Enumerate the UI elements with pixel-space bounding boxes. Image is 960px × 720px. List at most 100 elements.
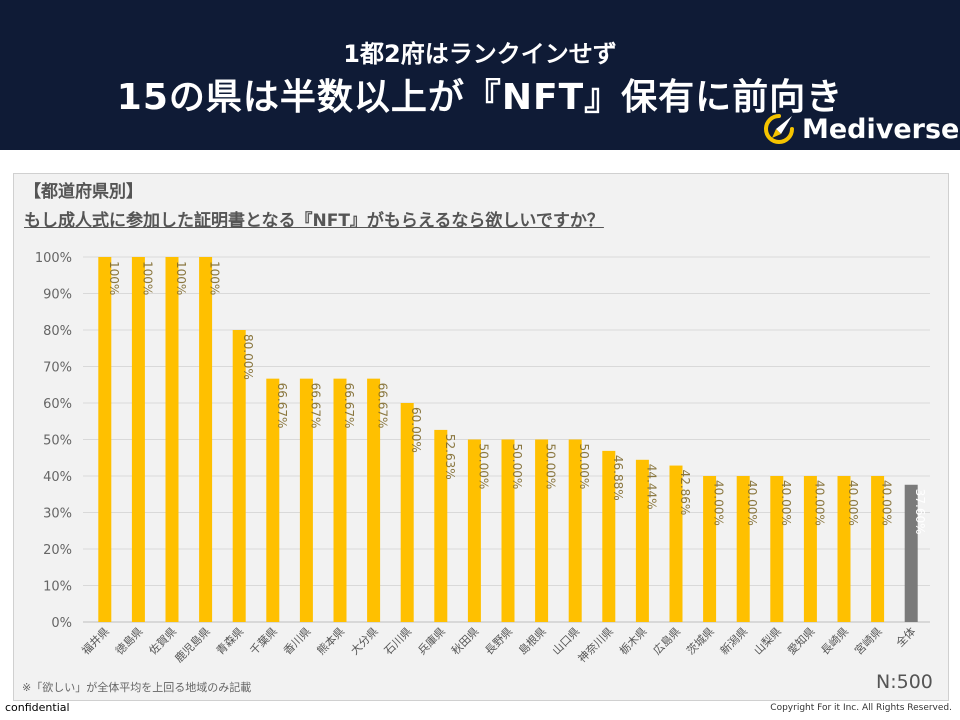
- brand-logo: Mediverse: [762, 110, 959, 148]
- bar-value-label: 40.00%: [712, 480, 726, 526]
- bar-value-label: 40.00%: [846, 480, 860, 526]
- x-tick-label: 茨城県: [683, 624, 716, 657]
- x-tick-label: 鹿児島県: [172, 624, 213, 665]
- bar-value-label: 66.67%: [342, 383, 356, 429]
- x-tick-label: 山梨県: [751, 624, 784, 657]
- bar-value-label: 50.00%: [476, 444, 490, 490]
- x-tick-label: 兵庫県: [415, 624, 448, 657]
- sample-size: N:500: [876, 671, 933, 693]
- confidential-label: confidential: [5, 701, 70, 714]
- x-tick-label: 福井県: [79, 624, 112, 657]
- x-tick-label: 香川県: [281, 625, 314, 658]
- y-tick-label: 90%: [43, 288, 72, 303]
- bar-value-label: 46.88%: [611, 455, 625, 501]
- question-category: 【都道府県別】: [24, 182, 143, 202]
- y-tick-label: 100%: [35, 251, 72, 266]
- bar-value-label: 100%: [140, 261, 154, 295]
- bar: [434, 429, 448, 622]
- bar: [837, 476, 851, 622]
- bar-value-label: 37.60%: [913, 489, 927, 535]
- x-tick-label: 石川県: [382, 625, 415, 658]
- x-tick-label: 長崎県: [818, 624, 851, 657]
- copyright: Copyright For it Inc. All Rights Reserve…: [770, 703, 952, 713]
- header-subtitle: 1都2府はランクインせず: [343, 40, 617, 68]
- x-tick-label: 熊本県: [314, 624, 347, 657]
- bar-value-label: 42.86%: [678, 470, 692, 516]
- x-tick-label: 徳島県: [112, 624, 145, 657]
- bar: [333, 378, 347, 622]
- bar: [232, 330, 246, 622]
- x-tick-label: 宮崎県: [851, 624, 884, 657]
- x-tick-label: 秋田県: [448, 624, 481, 657]
- bar: [669, 465, 683, 622]
- y-tick-label: 60%: [43, 397, 72, 412]
- bar-total: [904, 484, 918, 622]
- bar: [266, 378, 280, 622]
- bar-value-label: 40.00%: [745, 480, 759, 526]
- header-banner: 1都2府はランクインせず 15の県は半数以上が『NFT』保有に前向き Mediv…: [0, 0, 960, 150]
- y-tick-label: 80%: [43, 324, 72, 339]
- bar: [736, 476, 750, 622]
- header-title: 15の県は半数以上が『NFT』保有に前向き: [116, 77, 844, 118]
- x-tick-label: 全体: [893, 624, 918, 649]
- bar-value-label: 50.00%: [544, 444, 558, 490]
- bar-value-label: 52.63%: [443, 434, 457, 480]
- rocket-logo-icon: [764, 114, 794, 144]
- x-tick-label: 広島県: [650, 624, 683, 657]
- bar-value-label: 100%: [208, 261, 222, 295]
- x-tick-label: 千葉県: [247, 624, 280, 657]
- footnote: ※「欲しい」が全体平均を上回る地域のみ記載: [22, 681, 252, 694]
- bar-value-label: 80.00%: [241, 334, 255, 380]
- y-tick-label: 50%: [43, 434, 72, 449]
- bar-value-label: 50.00%: [510, 444, 524, 490]
- bar-value-label: 40.00%: [779, 480, 793, 526]
- x-tick-label: 愛知県: [784, 624, 817, 657]
- bar: [803, 476, 817, 622]
- bar-value-label: 66.67%: [308, 383, 322, 429]
- x-tick-label: 大分県: [347, 624, 380, 657]
- bar-value-label: 66.67%: [275, 383, 289, 429]
- bar: [467, 439, 481, 622]
- bar: [367, 378, 381, 622]
- bar: [871, 476, 885, 622]
- bar: [568, 439, 582, 622]
- bar: [400, 403, 414, 622]
- bar: [131, 257, 145, 622]
- brand-name: Mediverse: [802, 113, 960, 145]
- bar: [299, 378, 313, 622]
- bar-value-label: 50.00%: [577, 444, 591, 490]
- bar: [770, 476, 784, 622]
- bar-value-label: 100%: [107, 261, 121, 295]
- bar: [703, 476, 717, 622]
- bar-value-label: 60.00%: [409, 407, 423, 453]
- y-tick-label: 40%: [43, 470, 72, 485]
- x-tick-label: 山口県: [550, 625, 583, 658]
- bar-value-label: 100%: [174, 261, 188, 295]
- bars: 100% 100% 100% 100% 80.00% 66.67% 66.67% 66.67%…: [98, 257, 927, 622]
- x-tick-label: 栃木県: [616, 624, 649, 657]
- bar: [602, 450, 616, 622]
- y-tick-label: 10%: [43, 580, 72, 595]
- x-tick-label: 長野県: [483, 625, 516, 658]
- bar: [165, 257, 179, 622]
- bar: [635, 459, 649, 622]
- bar: [98, 257, 112, 622]
- bar: [535, 439, 549, 622]
- y-tick-label: 0%: [51, 616, 72, 631]
- y-tick-label: 70%: [43, 361, 72, 376]
- x-tick-label: 新潟県: [717, 624, 750, 657]
- y-tick-label: 30%: [43, 507, 72, 522]
- y-tick-label: 20%: [43, 543, 72, 558]
- x-tick-label: 神奈川県: [575, 624, 616, 665]
- bar-value-label: 40.00%: [812, 480, 826, 526]
- bar: [199, 257, 213, 622]
- bar-value-label: 40.00%: [880, 480, 894, 526]
- bar-value-label: 66.67%: [376, 383, 390, 429]
- x-tick-label: 佐賀県: [146, 624, 179, 657]
- bar: [501, 439, 515, 622]
- x-tick-label: 島根県: [515, 624, 548, 657]
- bar-value-label: 44.44%: [644, 464, 658, 510]
- question-text: もし成人式に参加した証明書となる『NFT』がもらえるなら欲しいですか？: [24, 211, 604, 231]
